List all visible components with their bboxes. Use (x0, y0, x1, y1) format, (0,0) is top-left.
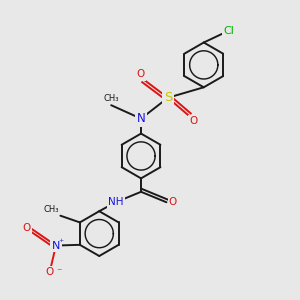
Text: O: O (22, 223, 31, 233)
Text: CH₃: CH₃ (44, 205, 59, 214)
Text: CH₃: CH₃ (103, 94, 119, 103)
Text: NH: NH (108, 197, 123, 207)
Text: +: + (58, 238, 64, 243)
Text: Cl: Cl (224, 26, 235, 36)
Text: N: N (52, 241, 60, 250)
Text: O: O (46, 267, 54, 277)
Text: S: S (164, 91, 172, 104)
Text: O: O (136, 70, 145, 80)
Text: ⁻: ⁻ (56, 267, 61, 277)
Text: O: O (169, 197, 177, 207)
Text: N: N (137, 112, 146, 125)
Text: O: O (189, 116, 197, 126)
